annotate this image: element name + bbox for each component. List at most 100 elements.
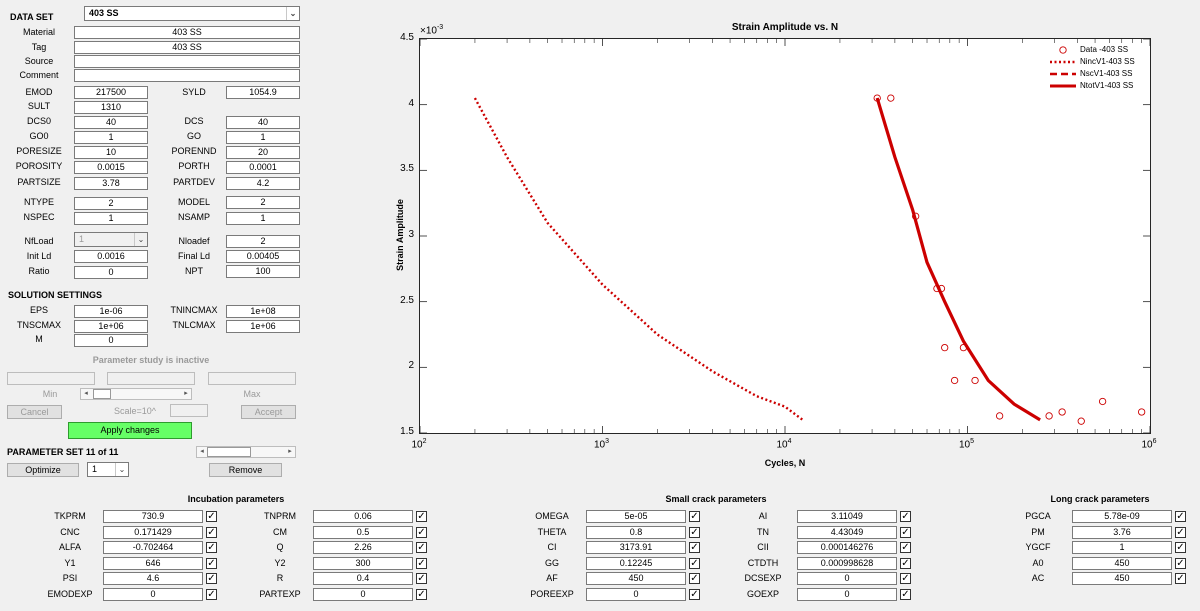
incubation-partexp-field[interactable]: 0	[313, 587, 413, 601]
go0-field[interactable]: 1	[74, 131, 148, 144]
smallcrack-ai-field[interactable]: 3.11049	[797, 510, 897, 523]
comment-field[interactable]	[74, 69, 300, 82]
smallcrack-theta-field[interactable]: 0.8	[586, 525, 686, 539]
incubation-q-checkbox[interactable]: ✓	[416, 542, 427, 553]
partdev-field[interactable]: 4.2	[226, 177, 300, 190]
sult-field[interactable]: 1310	[74, 101, 148, 114]
porth-field[interactable]: 0.0001	[226, 161, 300, 174]
incubation-tkprm-field[interactable]: 730.9	[103, 510, 203, 523]
longcrack-ygcf-field[interactable]: 1	[1072, 541, 1172, 554]
smallcrack-poreexp-checkbox[interactable]: ✓	[689, 588, 700, 600]
accept-button[interactable]: Accept	[241, 405, 296, 419]
smallcrack-af-checkbox[interactable]: ✓	[689, 573, 700, 584]
smallcrack-poreexp-field[interactable]: 0	[586, 587, 686, 601]
incubation-partexp-checkbox[interactable]: ✓	[416, 588, 427, 600]
initld-field[interactable]: 0.0016	[74, 250, 148, 263]
incubation-tnprm-checkbox[interactable]: ✓	[416, 511, 427, 522]
smallcrack-af-field[interactable]: 450	[586, 572, 686, 585]
incubation-q-field[interactable]: 2.26	[313, 541, 413, 554]
nsamp-field[interactable]: 1	[226, 212, 300, 225]
smallcrack-tn-field[interactable]: 4.43049	[797, 525, 897, 539]
optimize-button[interactable]: Optimize	[7, 463, 79, 477]
nspec-field[interactable]: 1	[74, 212, 148, 225]
incubation-cm-checkbox[interactable]: ✓	[416, 526, 427, 538]
smallcrack-omega-field[interactable]: 5e-05	[586, 510, 686, 523]
partsize-field[interactable]: 3.78	[74, 177, 148, 190]
smallcrack-gg-field[interactable]: 0.12245	[586, 556, 686, 570]
smallcrack-cii-field[interactable]: 0.000146276	[797, 541, 897, 554]
smallcrack-ai-checkbox[interactable]: ✓	[900, 511, 911, 522]
smallcrack-dcsexp-field[interactable]: 0	[797, 572, 897, 585]
optimize-select[interactable]: 1 ⌄	[87, 462, 129, 477]
incubation-psi-field[interactable]: 4.6	[103, 572, 203, 585]
porosity-field[interactable]: 0.0015	[74, 161, 148, 174]
dcs0-field[interactable]: 40	[74, 116, 148, 129]
npt-field[interactable]: 100	[226, 265, 300, 278]
longcrack-ac-field[interactable]: 450	[1072, 572, 1172, 585]
dataset-select[interactable]: 403 SS ⌄	[84, 6, 300, 21]
ratio-field[interactable]: 0	[74, 266, 148, 279]
cancel-button[interactable]: Cancel	[7, 405, 62, 419]
longcrack-pgca-field[interactable]: 5.78e-09	[1072, 510, 1172, 523]
slider-thumb[interactable]	[93, 389, 111, 399]
tag-field[interactable]: 403 SS	[74, 41, 300, 54]
incubation-y1-field[interactable]: 646	[103, 556, 203, 570]
incubation-alfa-field[interactable]: -0.702464	[103, 541, 203, 554]
smallcrack-tn-checkbox[interactable]: ✓	[900, 526, 911, 538]
incubation-r-field[interactable]: 0.4	[313, 572, 413, 585]
longcrack-a0-field[interactable]: 450	[1072, 556, 1172, 570]
incubation-cnc-checkbox[interactable]: ✓	[206, 526, 217, 538]
tnincmax-field[interactable]: 1e+08	[226, 305, 300, 318]
incubation-psi-checkbox[interactable]: ✓	[206, 573, 217, 584]
longcrack-a0-checkbox[interactable]: ✓	[1175, 557, 1186, 569]
parameter-set-slider[interactable]: ◂ ▸	[196, 446, 296, 458]
smallcrack-dcsexp-checkbox[interactable]: ✓	[900, 573, 911, 584]
smallcrack-ctdth-field[interactable]: 0.000998628	[797, 556, 897, 570]
longcrack-pm-checkbox[interactable]: ✓	[1175, 526, 1186, 538]
study-slider[interactable]: ◂ ▸	[80, 388, 192, 400]
incubation-y2-checkbox[interactable]: ✓	[416, 557, 427, 569]
longcrack-pgca-checkbox[interactable]: ✓	[1175, 511, 1186, 522]
incubation-y1-checkbox[interactable]: ✓	[206, 557, 217, 569]
incubation-y2-field[interactable]: 300	[313, 556, 413, 570]
remove-button[interactable]: Remove	[209, 463, 282, 477]
incubation-emodexp-field[interactable]: 0	[103, 587, 203, 601]
smallcrack-omega-checkbox[interactable]: ✓	[689, 511, 700, 522]
scale-field[interactable]	[170, 404, 208, 417]
finalld-field[interactable]: 0.00405	[226, 250, 300, 263]
tnlcmax-field[interactable]: 1e+06	[226, 320, 300, 333]
porennd-field[interactable]: 20	[226, 146, 300, 159]
slider-thumb[interactable]	[207, 447, 251, 457]
smallcrack-ci-checkbox[interactable]: ✓	[689, 542, 700, 553]
smallcrack-theta-checkbox[interactable]: ✓	[689, 526, 700, 538]
poresize-field[interactable]: 10	[74, 146, 148, 159]
incubation-tkprm-checkbox[interactable]: ✓	[206, 511, 217, 522]
eps-field[interactable]: 1e-06	[74, 305, 148, 318]
nloadef-field[interactable]: 2	[226, 235, 300, 248]
incubation-tnprm-field[interactable]: 0.06	[313, 510, 413, 523]
smallcrack-ctdth-checkbox[interactable]: ✓	[900, 557, 911, 569]
longcrack-pm-field[interactable]: 3.76	[1072, 525, 1172, 539]
nfload-select[interactable]: 1 ⌄	[74, 232, 148, 247]
incubation-alfa-checkbox[interactable]: ✓	[206, 542, 217, 553]
smallcrack-goexp-field[interactable]: 0	[797, 587, 897, 601]
incubation-cnc-field[interactable]: 0.171429	[103, 525, 203, 539]
tnscmax-field[interactable]: 1e+06	[74, 320, 148, 333]
m-field[interactable]: 0	[74, 334, 148, 347]
longcrack-ygcf-checkbox[interactable]: ✓	[1175, 542, 1186, 553]
apply-changes-button[interactable]: Apply changes	[68, 422, 192, 439]
emod-field[interactable]: 217500	[74, 86, 148, 99]
syld-field[interactable]: 1054.9	[226, 86, 300, 99]
smallcrack-ci-field[interactable]: 3173.91	[586, 541, 686, 554]
smallcrack-goexp-checkbox[interactable]: ✓	[900, 588, 911, 600]
source-field[interactable]	[74, 55, 300, 68]
smallcrack-gg-checkbox[interactable]: ✓	[689, 557, 700, 569]
dcs-field[interactable]: 40	[226, 116, 300, 129]
go-field[interactable]: 1	[226, 131, 300, 144]
incubation-r-checkbox[interactable]: ✓	[416, 573, 427, 584]
longcrack-ac-checkbox[interactable]: ✓	[1175, 573, 1186, 584]
ntype-field[interactable]: 2	[74, 197, 148, 210]
smallcrack-cii-checkbox[interactable]: ✓	[900, 542, 911, 553]
incubation-cm-field[interactable]: 0.5	[313, 525, 413, 539]
model-field[interactable]: 2	[226, 196, 300, 209]
